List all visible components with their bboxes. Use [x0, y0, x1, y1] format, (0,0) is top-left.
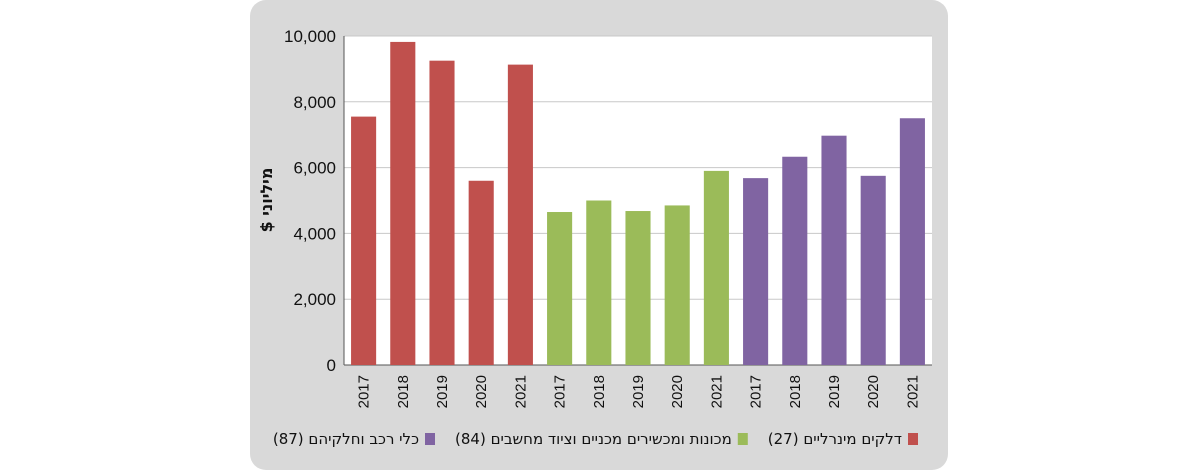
x-tick-label: 2021 [904, 375, 921, 408]
x-tick-label: 2017 [748, 375, 765, 408]
bar [547, 212, 573, 365]
y-tick-label: 0 [327, 356, 336, 375]
y-tick-label: 4,000 [293, 224, 336, 243]
x-tick-label: 2020 [669, 375, 686, 408]
legend-label: דלקים מינרליים (27) [768, 430, 902, 448]
bar [860, 175, 886, 365]
bar [468, 180, 494, 365]
bars [351, 41, 925, 366]
bar [625, 211, 651, 365]
bar [743, 178, 769, 365]
bar [429, 60, 455, 366]
legend-swatch [908, 433, 918, 445]
x-tick-label: 2018 [787, 375, 804, 408]
y-tick-label: 10,000 [284, 27, 336, 46]
x-tick-label: 2019 [630, 375, 647, 408]
bar [899, 118, 925, 365]
legend-swatch [737, 433, 748, 445]
legend-swatch [425, 433, 435, 445]
x-tick-label: 2021 [708, 375, 725, 408]
x-tick-label: 2021 [512, 375, 529, 408]
x-tick-label: 2019 [826, 375, 843, 408]
x-tick-label: 2018 [591, 375, 608, 408]
y-axis: 0 2,000 4,000 6,000 8,000 10,000 [284, 27, 336, 375]
bar [703, 170, 729, 365]
bar [351, 116, 377, 365]
bar [390, 41, 416, 366]
x-axis: 2017 2018 2019 2020 2021 2017 2018 2019 2020 2021… [356, 375, 922, 408]
y-tick-label: 8,000 [293, 93, 336, 112]
legend-label: כלי רכב וחלקיהם (87) [273, 430, 419, 448]
y-tick-label: 6,000 [293, 159, 336, 178]
legend: דלקים מינרליים (27) מכונות ומכשירים מכניי… [273, 430, 918, 448]
legend-label: מכונות ומכשירים מכניים וציוד מחשבים (84) [455, 430, 732, 448]
x-tick-label: 2019 [434, 375, 451, 408]
x-tick-label: 2018 [395, 375, 412, 408]
bar [782, 156, 808, 365]
bar [821, 135, 847, 365]
bar [586, 200, 612, 365]
x-tick-label: 2017 [552, 375, 569, 408]
bar [507, 64, 533, 366]
x-tick-label: 2020 [473, 375, 490, 408]
y-tick-label: 2,000 [293, 290, 336, 309]
x-tick-label: 2017 [356, 375, 373, 408]
x-tick-label: 2020 [865, 375, 882, 408]
y-axis-title: מיליוני $ [257, 168, 276, 233]
bar [664, 205, 690, 365]
